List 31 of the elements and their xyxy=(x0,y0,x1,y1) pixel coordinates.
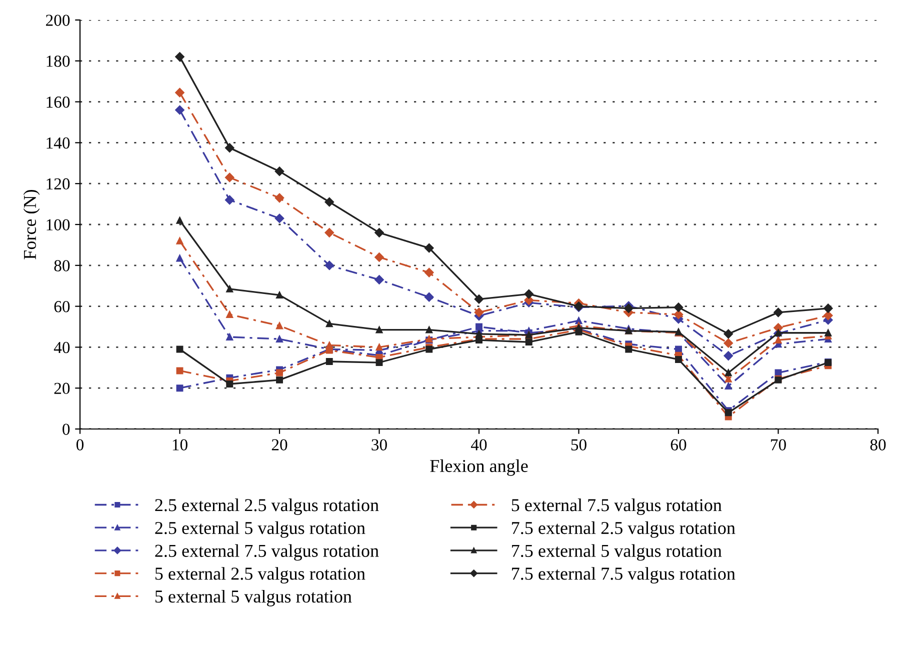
legend-label: 2.5 external 2.5 valgus rotation xyxy=(155,498,379,515)
y-tick-label: 140 xyxy=(46,137,70,149)
x-tick-label: 0 xyxy=(76,439,84,450)
y-axis-title: Force (N) xyxy=(23,190,40,260)
legend-label: 7.5 external 7.5 valgus rotation xyxy=(512,567,736,584)
x-tick-label: 30 xyxy=(372,439,387,450)
legend-label: 5 external 7.5 valgus rotation xyxy=(512,498,722,515)
x-tick-label: 10 xyxy=(172,439,188,450)
legend-label: 7.5 external 2.5 valgus rotation xyxy=(512,521,736,538)
x-tick-label: 60 xyxy=(670,439,686,450)
y-tick-label: 80 xyxy=(54,260,70,272)
x-tick-label: 80 xyxy=(870,439,886,450)
y-tick-label: 20 xyxy=(54,382,70,394)
y-tick-label: 60 xyxy=(54,301,70,312)
x-tick-label: 50 xyxy=(571,439,586,450)
legend-label: 2.5 external 7.5 valgus rotation xyxy=(155,544,379,561)
y-tick-label: 0 xyxy=(62,424,70,435)
x-tick-label: 20 xyxy=(272,439,288,450)
x-tick-label: 40 xyxy=(470,439,487,450)
y-tick-label: 100 xyxy=(46,219,70,230)
y-tick-label: 200 xyxy=(46,14,70,26)
legend-label: 7.5 external 5 valgus rotation xyxy=(512,544,722,561)
y-tick-label: 160 xyxy=(46,96,70,108)
legend-label: 5 external 5 valgus rotation xyxy=(155,590,352,606)
y-tick-label: 40 xyxy=(54,342,70,354)
x-tick-label: 70 xyxy=(771,439,786,450)
x-axis-title: Flexion angle xyxy=(430,459,528,476)
y-tick-label: 120 xyxy=(46,178,70,190)
legend-label: 5 external 2.5 valgus rotation xyxy=(155,567,366,584)
y-tick-label: 180 xyxy=(46,56,70,67)
legend-label: 2.5 external 5 valgus rotation xyxy=(155,521,366,538)
